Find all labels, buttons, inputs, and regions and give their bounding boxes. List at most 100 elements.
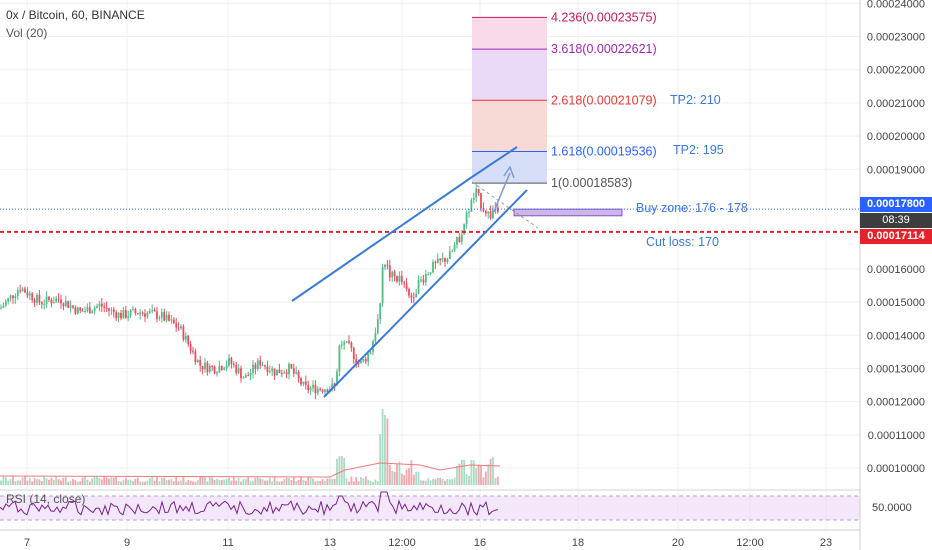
price-tick-label: 0.00011000 <box>868 430 925 442</box>
volume-bar <box>93 476 96 485</box>
candle-body <box>357 362 360 364</box>
volume-bar <box>451 479 454 485</box>
candle-body <box>206 362 209 372</box>
volume-bar <box>122 479 125 485</box>
volume-bar <box>60 480 62 485</box>
candle-body <box>276 369 278 376</box>
volume-bar <box>0 480 2 485</box>
candle-body <box>261 365 264 367</box>
candle-body <box>475 188 478 198</box>
volume-bar <box>424 480 427 485</box>
volume-bar <box>434 479 437 485</box>
trend-channel[interactable] <box>0 146 860 398</box>
candle-body <box>98 303 101 307</box>
candle-body <box>100 303 103 307</box>
candle-body <box>240 368 242 379</box>
volume-bar <box>489 459 492 485</box>
candle-body <box>259 360 262 366</box>
volume-bar <box>194 481 197 485</box>
candle-body <box>112 309 115 313</box>
candle-body <box>470 200 473 212</box>
time-tick-label: 18 <box>572 537 584 549</box>
volume-bar <box>304 480 307 485</box>
volume-bar <box>261 479 264 485</box>
volume-bar <box>81 477 84 485</box>
time-tick-label: 7 <box>24 537 30 549</box>
volume-bar <box>309 477 312 485</box>
candle-body <box>93 307 96 312</box>
volume-bar <box>328 478 331 485</box>
volume-bar <box>199 476 202 485</box>
candle-body <box>388 265 391 278</box>
time-tick-label: 13 <box>324 537 336 549</box>
candle-body <box>163 312 166 321</box>
candle-body <box>477 188 480 194</box>
projection-dashed-line <box>471 181 539 229</box>
volume-bar <box>36 479 38 485</box>
candle-body <box>26 292 29 296</box>
candle-body <box>312 384 314 388</box>
volume-bar <box>48 479 50 485</box>
volume-bar <box>336 458 338 485</box>
volume-bar <box>64 477 67 485</box>
volume-bar <box>463 459 466 485</box>
candle-body <box>424 274 427 283</box>
candle-body <box>343 342 346 345</box>
candle-body <box>33 300 36 303</box>
volume-bar <box>292 477 295 485</box>
rsi-band <box>0 496 860 520</box>
volume-bar <box>283 479 286 485</box>
volume-bar <box>427 478 430 485</box>
candle-body <box>271 368 274 372</box>
price-tick-label: 0.00019000 <box>867 164 925 176</box>
candle-body <box>453 244 456 251</box>
volume-bar <box>57 479 60 485</box>
volume-bar <box>211 477 214 485</box>
candle-body <box>158 317 161 319</box>
candle-body <box>62 303 65 307</box>
candle-body <box>336 371 338 386</box>
fib-level-label: 1(0.00018583) <box>551 176 632 190</box>
candle-body <box>386 264 389 266</box>
volume-bar <box>324 480 326 485</box>
candle-body <box>153 309 156 312</box>
candle-body <box>439 258 442 261</box>
candle-body <box>199 359 202 366</box>
candle-body <box>256 360 259 370</box>
candle-body <box>105 307 108 309</box>
volume-bar <box>26 480 29 485</box>
volume-bar <box>350 476 353 485</box>
volume-bar <box>216 478 218 485</box>
volume-bar <box>124 477 127 485</box>
volume-bar <box>108 478 110 485</box>
rsi-pane <box>0 489 860 521</box>
volume-bar <box>240 481 242 485</box>
time-tick-label: 23 <box>820 537 832 549</box>
candle-body <box>472 197 475 201</box>
volume-bar <box>156 476 158 485</box>
volume-bar <box>160 477 163 485</box>
candle-body <box>345 341 348 343</box>
candle-body <box>132 309 134 311</box>
price-tick-label: 0.00013000 <box>867 363 925 375</box>
candle-body <box>405 283 408 290</box>
candle-body <box>415 293 418 298</box>
volume-bar <box>319 481 322 485</box>
candle-body <box>21 288 24 291</box>
volume-bar <box>420 480 422 485</box>
candle-body <box>184 335 187 340</box>
candle-body <box>122 309 125 319</box>
candle-body <box>288 363 290 375</box>
volume-bar <box>220 480 223 485</box>
channel-upper-ext <box>471 146 518 178</box>
candle-body <box>156 311 158 319</box>
volume-bar <box>271 481 274 485</box>
candle-body <box>211 365 214 367</box>
candle-body <box>266 366 269 373</box>
symbol-title: 0x / Bitcoin, 60, BINANCE <box>6 8 145 22</box>
volume-bar <box>192 481 194 485</box>
volume-bar <box>259 478 262 485</box>
volume-bar <box>45 478 48 485</box>
volume-bar <box>91 478 94 485</box>
